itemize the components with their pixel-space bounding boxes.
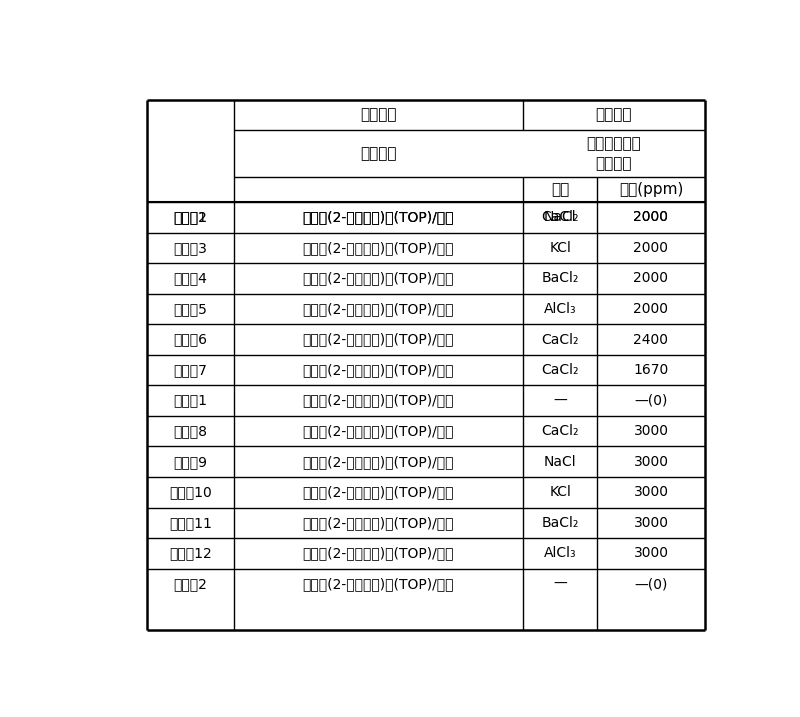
Text: 萝取工序: 萝取工序 (360, 108, 397, 123)
Text: 实施例10: 实施例10 (169, 485, 212, 499)
Text: 实施例12: 实施例12 (169, 546, 212, 561)
Text: 实施例5: 实施例5 (174, 302, 207, 316)
Text: 实施例2: 实施例2 (174, 210, 207, 224)
Text: KCl: KCl (549, 485, 571, 499)
Text: 磷酸三(2-乙基己基)酯(TOP)/煤油: 磷酸三(2-乙基己基)酯(TOP)/煤油 (302, 424, 454, 438)
Text: BaCl₂: BaCl₂ (542, 516, 579, 530)
Text: 2000: 2000 (634, 241, 669, 255)
Text: 种类: 种类 (551, 182, 570, 197)
Text: 向剥离用水中
添加的盐: 向剥离用水中 添加的盐 (586, 136, 641, 171)
Text: —(0): —(0) (634, 577, 668, 591)
Text: BaCl₂: BaCl₂ (542, 271, 579, 285)
Text: 实施例3: 实施例3 (174, 241, 207, 255)
Text: 磷酸三(2-乙基己基)酯(TOP)/煤油: 磷酸三(2-乙基己基)酯(TOP)/煤油 (302, 546, 454, 561)
Text: 磷酸三(2-乙基己基)酯(TOP)/煤油: 磷酸三(2-乙基己基)酯(TOP)/煤油 (302, 516, 454, 530)
Text: 实施例7: 实施例7 (174, 363, 207, 377)
Text: 3000: 3000 (634, 424, 669, 438)
Text: 3000: 3000 (634, 485, 669, 499)
Text: 实施例6: 实施例6 (174, 333, 207, 346)
Text: 实施例1: 实施例1 (174, 210, 207, 224)
Text: KCl: KCl (549, 241, 571, 255)
Text: 磷酸三(2-乙基己基)酯(TOP)/煤油: 磷酸三(2-乙基己基)酯(TOP)/煤油 (302, 302, 454, 316)
Text: 实施例11: 实施例11 (169, 516, 212, 530)
Text: 2400: 2400 (634, 333, 669, 346)
Text: 2000: 2000 (634, 271, 669, 285)
Text: 磷酸三(2-乙基己基)酯(TOP)/煤油: 磷酸三(2-乙基己基)酯(TOP)/煤油 (302, 394, 454, 408)
Text: AlCl₃: AlCl₃ (544, 302, 577, 316)
Text: 实施例8: 实施例8 (174, 424, 207, 438)
Text: 1670: 1670 (634, 363, 669, 377)
Text: 比较例2: 比较例2 (174, 577, 207, 591)
Text: AlCl₃: AlCl₃ (544, 546, 577, 561)
Text: 3000: 3000 (634, 546, 669, 561)
Text: 萝取溶剂: 萝取溶剂 (360, 146, 397, 161)
Text: —(0): —(0) (634, 394, 668, 408)
Text: NaCl: NaCl (544, 455, 577, 469)
Text: 磷酸三(2-乙基己基)酯(TOP)/煤油: 磷酸三(2-乙基己基)酯(TOP)/煤油 (302, 455, 454, 469)
Text: —: — (554, 577, 567, 591)
Text: 3000: 3000 (634, 516, 669, 530)
Text: CaCl₂: CaCl₂ (542, 424, 579, 438)
Text: 实施例9: 实施例9 (174, 455, 207, 469)
Text: 磷酸三(2-乙基己基)酯(TOP)/煤油: 磷酸三(2-乙基己基)酯(TOP)/煤油 (302, 577, 454, 591)
Text: 2000: 2000 (634, 210, 669, 224)
Text: 磷酸三(2-乙基己基)酯(TOP)/煤油: 磷酸三(2-乙基己基)酯(TOP)/煤油 (302, 210, 454, 224)
Text: 剥离工序: 剥离工序 (595, 108, 632, 123)
Text: 磷酸三(2-乙基己基)酯(TOP)/煤油: 磷酸三(2-乙基己基)酯(TOP)/煤油 (302, 485, 454, 499)
Text: 磷酸三(2-乙基己基)酯(TOP)/煤油: 磷酸三(2-乙基己基)酯(TOP)/煤油 (302, 271, 454, 285)
Text: NaCl: NaCl (544, 210, 577, 224)
Text: 磷酸三(2-乙基己基)酯(TOP)/煤油: 磷酸三(2-乙基己基)酯(TOP)/煤油 (302, 241, 454, 255)
Text: CaCl₂: CaCl₂ (542, 333, 579, 346)
Text: CaCl₂: CaCl₂ (542, 363, 579, 377)
Text: CaCl₂: CaCl₂ (542, 210, 579, 224)
Text: 3000: 3000 (634, 455, 669, 469)
Text: 磷酸三(2-乙基己基)酯(TOP)/煤油: 磷酸三(2-乙基己基)酯(TOP)/煤油 (302, 210, 454, 224)
Text: 2000: 2000 (634, 210, 669, 224)
Text: 浓度(ppm): 浓度(ppm) (618, 182, 683, 197)
Text: 磷酸三(2-乙基己基)酯(TOP)/煤油: 磷酸三(2-乙基己基)酯(TOP)/煤油 (302, 333, 454, 346)
Text: 比较例1: 比较例1 (174, 394, 207, 408)
Text: 2000: 2000 (634, 302, 669, 316)
Text: 磷酸三(2-乙基己基)酯(TOP)/煤油: 磷酸三(2-乙基己基)酯(TOP)/煤油 (302, 363, 454, 377)
Text: 实施例4: 实施例4 (174, 271, 207, 285)
Text: —: — (554, 394, 567, 408)
